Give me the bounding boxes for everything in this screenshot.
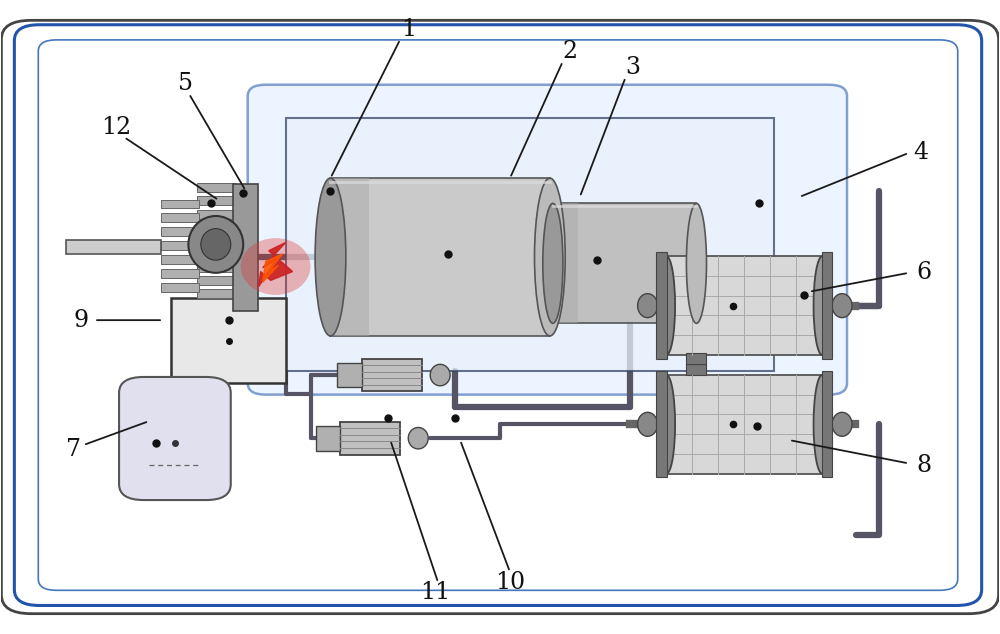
Bar — [656, 371, 667, 477]
Text: 9: 9 — [74, 309, 89, 332]
Polygon shape — [259, 243, 293, 287]
Bar — [171, 298, 286, 384]
Bar — [161, 200, 199, 209]
Bar — [161, 269, 199, 278]
Bar — [316, 426, 340, 451]
Ellipse shape — [543, 204, 563, 323]
Text: 2: 2 — [562, 41, 577, 63]
Bar — [286, 118, 774, 371]
Ellipse shape — [638, 412, 658, 436]
Bar — [337, 363, 362, 387]
Bar — [197, 289, 235, 298]
Bar — [197, 197, 235, 205]
Bar — [667, 256, 822, 355]
Text: 7: 7 — [66, 438, 81, 461]
Ellipse shape — [430, 365, 450, 386]
FancyBboxPatch shape — [248, 85, 847, 394]
Bar — [548, 245, 555, 276]
Text: 4: 4 — [913, 141, 928, 164]
Text: 3: 3 — [625, 56, 640, 79]
Bar — [553, 204, 578, 323]
Bar — [161, 255, 199, 264]
Text: 8: 8 — [916, 454, 931, 477]
Bar — [197, 223, 235, 232]
Ellipse shape — [832, 294, 852, 318]
Bar — [197, 249, 235, 258]
Text: 11: 11 — [420, 581, 450, 604]
Bar — [686, 353, 706, 365]
Text: 5: 5 — [178, 72, 193, 95]
Bar — [197, 276, 235, 285]
Ellipse shape — [638, 294, 658, 318]
Ellipse shape — [241, 238, 311, 295]
Bar — [330, 178, 369, 336]
Bar — [656, 252, 667, 359]
Bar — [197, 236, 235, 245]
Bar — [197, 210, 235, 219]
Bar — [362, 359, 422, 391]
Polygon shape — [263, 254, 283, 282]
Ellipse shape — [814, 256, 831, 355]
Ellipse shape — [315, 178, 346, 336]
Text: 12: 12 — [101, 116, 131, 139]
Ellipse shape — [408, 427, 428, 449]
Ellipse shape — [188, 216, 243, 273]
FancyBboxPatch shape — [119, 377, 231, 500]
Bar — [66, 240, 161, 254]
Ellipse shape — [686, 204, 707, 323]
Bar — [197, 262, 235, 271]
Bar — [161, 283, 199, 292]
Bar — [161, 242, 199, 250]
Bar — [340, 422, 400, 455]
Text: 10: 10 — [495, 571, 525, 593]
Bar — [197, 183, 235, 192]
Bar — [553, 204, 696, 323]
Ellipse shape — [658, 375, 675, 474]
Bar — [161, 228, 199, 236]
Bar — [161, 214, 199, 223]
Bar — [233, 184, 258, 311]
Bar — [667, 375, 822, 474]
Text: 1: 1 — [401, 18, 416, 41]
Ellipse shape — [658, 256, 675, 355]
Ellipse shape — [814, 375, 831, 474]
Bar — [822, 252, 832, 359]
Text: 6: 6 — [916, 261, 931, 284]
Ellipse shape — [535, 178, 565, 336]
Bar — [822, 371, 832, 477]
Bar — [330, 178, 550, 336]
Bar — [686, 364, 706, 375]
Ellipse shape — [832, 412, 852, 436]
Ellipse shape — [201, 229, 231, 260]
